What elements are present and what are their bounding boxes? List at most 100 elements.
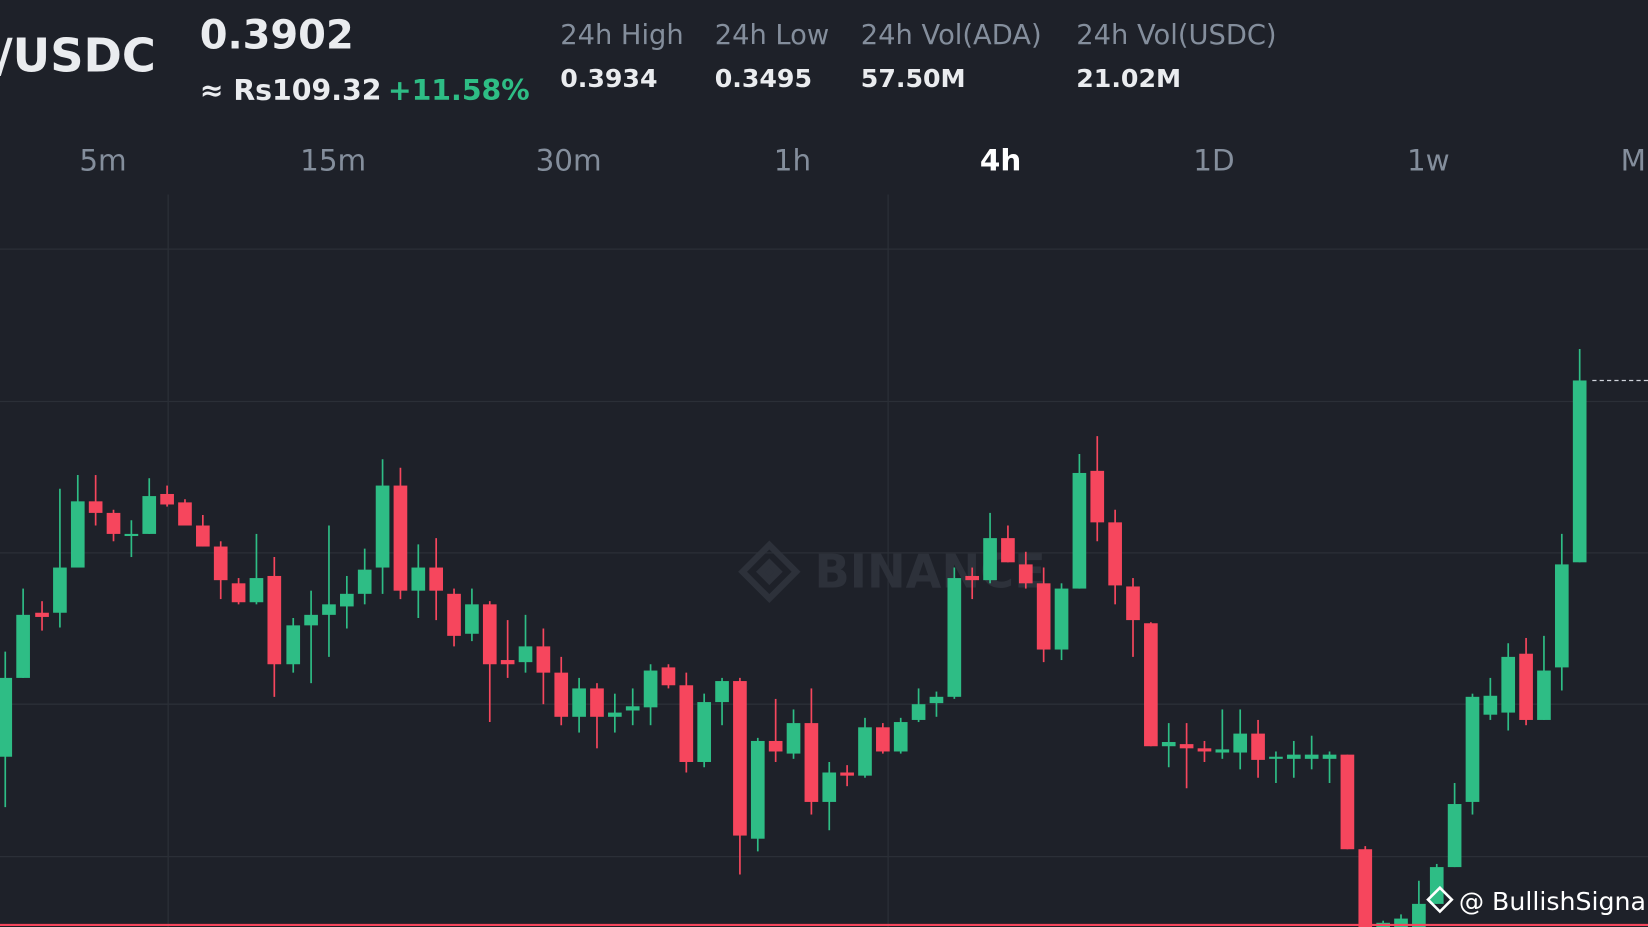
candle-body (213, 546, 228, 581)
candles (0, 348, 1587, 927)
candle-body (1233, 733, 1248, 753)
stat-value: 21.02M (1076, 64, 1181, 93)
candle-body (625, 706, 640, 711)
candle-body (572, 688, 586, 717)
candle-body (1126, 586, 1140, 621)
timeframe-tabs: 5m 15m 30m 1h 4h 1D 1w M (79, 143, 1646, 177)
candle-body (1429, 867, 1444, 904)
candle-body (697, 702, 712, 762)
credit: @ BullishSignals (1426, 885, 1648, 916)
candle-body (1197, 748, 1212, 752)
candle-body (340, 593, 354, 607)
candle-body (1161, 742, 1176, 747)
candle-body (518, 646, 533, 663)
candle-body (1483, 695, 1498, 715)
candle-body (929, 696, 944, 704)
stat-value: 57.50M (861, 64, 966, 93)
candle-body (411, 567, 426, 591)
candle-body (1340, 754, 1355, 850)
candle-body (393, 485, 408, 591)
candle-body (16, 614, 30, 678)
candle-body (983, 538, 997, 581)
candle-body (661, 667, 676, 686)
candle-body (1465, 696, 1480, 802)
candle-body (322, 604, 336, 615)
candle-body (53, 567, 67, 613)
candle-body (822, 772, 837, 802)
candle-body (1001, 538, 1015, 563)
stat-value: 0.3495 (715, 64, 812, 93)
candle-body (1215, 749, 1230, 753)
stat-label: 24h Vol(USDC) (1076, 20, 1276, 51)
candle-body (160, 493, 174, 505)
candle-body (1090, 470, 1105, 523)
timeframe-tab[interactable]: 15m (300, 143, 366, 177)
timeframe-tab[interactable]: M (1621, 143, 1646, 177)
candle-body (196, 525, 210, 547)
timeframe-tab[interactable]: 30m (536, 143, 602, 177)
candle-body (1179, 744, 1194, 749)
candle-body (679, 685, 694, 762)
candle-body (1501, 656, 1516, 713)
candle-body (1572, 380, 1587, 563)
candle-body (1286, 754, 1301, 759)
timeframe-tab[interactable]: 1w (1407, 143, 1450, 177)
candle-body (304, 614, 318, 626)
stat-value: 0.3934 (560, 64, 657, 93)
candle-body (286, 625, 301, 665)
chart-grid (0, 194, 1648, 927)
candle-body (536, 646, 551, 673)
candle-body (267, 575, 282, 665)
candle-body (1322, 754, 1337, 759)
candle-body (1251, 733, 1265, 760)
candle-body (733, 681, 747, 836)
candle-body (768, 740, 783, 752)
candle-body (1108, 522, 1122, 586)
candle-body (1412, 903, 1426, 927)
candle-body (357, 569, 372, 594)
candle-body (1447, 804, 1462, 868)
timeframe-tab[interactable]: 5m (79, 143, 126, 177)
pair: /USDC (0, 28, 156, 82)
candle-body (124, 533, 139, 537)
candle-body (1554, 564, 1569, 668)
candle-body (1144, 623, 1158, 747)
candle-body (590, 688, 604, 717)
candle-body (804, 723, 819, 802)
candle-body (1394, 918, 1408, 927)
candle-body (106, 512, 121, 534)
candle-body (70, 501, 85, 568)
candle-body (429, 567, 444, 591)
candle-body (1269, 756, 1283, 759)
candle-body (482, 604, 497, 665)
candle-body (750, 740, 765, 839)
timeframe-tab[interactable]: 4h (980, 143, 1021, 177)
candle-body (0, 677, 13, 757)
stat-label: 24h Low (715, 20, 830, 51)
candle-body (876, 727, 890, 752)
candle-body (231, 583, 246, 603)
candle-body (1018, 564, 1033, 584)
candle-body (375, 485, 390, 568)
candle-body (465, 604, 479, 634)
stat-label: 24h Vol(ADA) (861, 20, 1042, 51)
candle-body (1519, 653, 1533, 720)
candle-body (178, 502, 192, 526)
candle-body (554, 672, 569, 717)
candle-body (1072, 472, 1087, 589)
candle-body (249, 578, 264, 603)
candle-body (965, 575, 980, 581)
credit-text: @ BullishSignals (1459, 887, 1648, 916)
candle-body (840, 772, 854, 776)
candle-body (1304, 754, 1319, 759)
candle-body (1036, 583, 1051, 650)
timeframe-tab[interactable]: 1D (1193, 143, 1234, 177)
candle-body (786, 723, 801, 754)
candle-body (893, 722, 908, 752)
candle-body (142, 496, 157, 534)
candle-body (1537, 670, 1551, 720)
candle-body (608, 712, 622, 717)
timeframe-tab[interactable]: 1h (774, 143, 811, 177)
stat-label: 24h High (560, 20, 684, 51)
